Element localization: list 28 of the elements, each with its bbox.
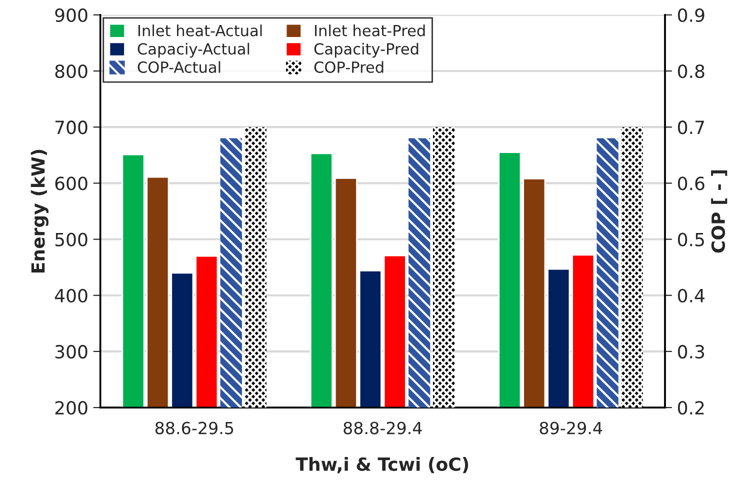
y-tick-label: 300 bbox=[55, 344, 88, 359]
y-tick-label: 600 bbox=[55, 176, 88, 190]
y2-tick-label: 0.4 bbox=[678, 288, 704, 302]
y2-tick-label: 0.9 bbox=[678, 8, 704, 22]
legend-label: Inlet heat-Actual bbox=[138, 24, 262, 36]
y-axis-title: Energy (kW) bbox=[30, 150, 48, 272]
y-tick-label: 400 bbox=[54, 288, 88, 302]
y-tick-label: 900 bbox=[55, 8, 88, 22]
y-tick-label: 200 bbox=[55, 401, 88, 415]
x-tick-label: 88.8-29.4 bbox=[344, 422, 422, 434]
y2-axis-title: COP [ - ] bbox=[711, 170, 728, 253]
legend-label: Capacity-Pred bbox=[314, 42, 418, 58]
x-axis-title: Thw,i & Tcwi (oC) bbox=[296, 457, 468, 474]
legend-label: Capaciy-Actual bbox=[138, 42, 250, 58]
y-tick-label: 700 bbox=[56, 120, 88, 134]
legend-label: COP-Pred bbox=[314, 61, 384, 73]
y2-tick-label: 0.8 bbox=[678, 64, 704, 78]
y-tick-label: 500 bbox=[55, 232, 88, 246]
x-tick-label: 88.6-29.5 bbox=[155, 422, 234, 434]
y2-tick-label: 0.7 bbox=[678, 120, 704, 134]
legend-label: Inlet heat-Pred bbox=[315, 24, 425, 36]
y2-tick-label: 0.6 bbox=[678, 176, 704, 190]
y2-tick-label: 0.2 bbox=[678, 401, 704, 415]
y2-tick-label: 0.5 bbox=[678, 232, 704, 246]
x-tick-label: 89-29.4 bbox=[540, 422, 602, 434]
legend-label: COP-Actual bbox=[138, 61, 220, 73]
y2-tick-label: 0.3 bbox=[678, 344, 704, 359]
y-tick-label: 800 bbox=[55, 64, 88, 78]
